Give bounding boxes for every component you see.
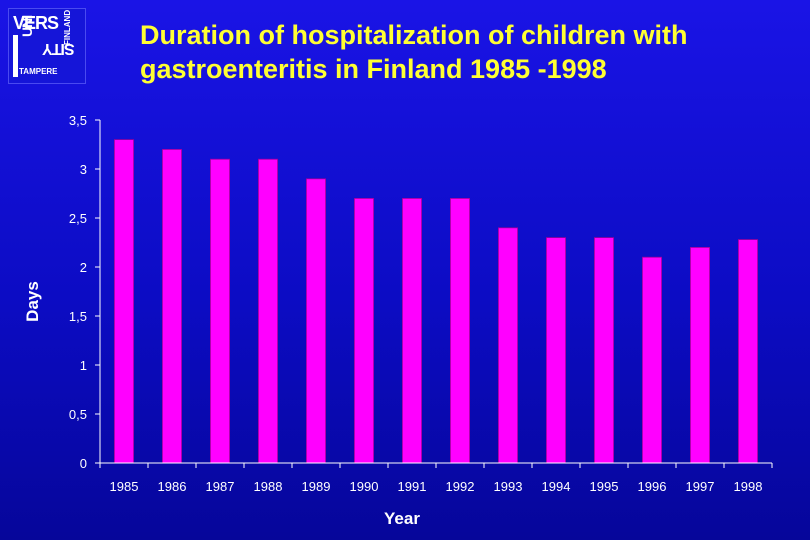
logo-text-vers: VERS bbox=[13, 13, 59, 33]
x-tick-label: 1998 bbox=[734, 479, 763, 494]
bar-1986 bbox=[161, 148, 182, 464]
y-tick-label: 2 bbox=[80, 260, 87, 275]
bar-1998 bbox=[738, 239, 759, 464]
x-tick-label: 1989 bbox=[302, 479, 331, 494]
y-axis-title: Days bbox=[23, 281, 42, 322]
x-tick-label: 1992 bbox=[446, 479, 475, 494]
x-tick-label: 1985 bbox=[110, 479, 139, 494]
y-tick-label: 3 bbox=[80, 162, 87, 177]
y-axis-ticks: 0 0,5 1 1,5 2 2,5 3 3,5 bbox=[69, 113, 100, 471]
x-tick-label: 1994 bbox=[542, 479, 571, 494]
bar-1992 bbox=[449, 197, 470, 464]
bar-1985 bbox=[114, 139, 135, 464]
bar-1995 bbox=[594, 237, 615, 464]
y-tick-label: 1,5 bbox=[69, 309, 87, 324]
x-tick-label: 1986 bbox=[158, 479, 187, 494]
y-tick-label: 2,5 bbox=[69, 211, 87, 226]
bar-series bbox=[114, 139, 759, 464]
bar-1996 bbox=[642, 256, 663, 464]
x-tick-label: 1996 bbox=[638, 479, 667, 494]
y-tick-label: 1 bbox=[80, 358, 87, 373]
bar-1993 bbox=[497, 227, 518, 464]
x-tick-label: 1988 bbox=[254, 479, 283, 494]
x-tick-label: 1987 bbox=[206, 479, 235, 494]
y-tick-label: 0 bbox=[80, 456, 87, 471]
x-tick-label: 1997 bbox=[686, 479, 715, 494]
bar-1989 bbox=[305, 178, 326, 464]
chart-title: Duration of hospitalization of children … bbox=[140, 18, 800, 86]
university-logo: VERS UNI SITY TAMPERE FINLAND bbox=[8, 8, 86, 84]
x-tick-label: 1991 bbox=[398, 479, 427, 494]
x-tick-label: 1993 bbox=[494, 479, 523, 494]
y-tick-label: 3,5 bbox=[69, 113, 87, 128]
y-tick-label: 0,5 bbox=[69, 407, 87, 422]
x-tick-label: 1990 bbox=[350, 479, 379, 494]
bar-1991 bbox=[401, 197, 422, 464]
x-axis-ticks: 1985 1986 1987 1988 1989 1990 1991 1992 1993 1994… bbox=[99, 463, 773, 494]
x-axis-title: Year bbox=[384, 509, 420, 528]
chart-title-line-2: gastroenteritis in Finland 1985 -1998 bbox=[140, 54, 607, 84]
bar-1988 bbox=[257, 158, 278, 464]
logo-bar bbox=[13, 35, 18, 77]
bar-1994 bbox=[546, 237, 567, 464]
chart-title-line-1: Duration of hospitalization of children … bbox=[140, 20, 688, 50]
x-tick-label: 1995 bbox=[590, 479, 619, 494]
bar-1987 bbox=[209, 158, 230, 464]
bar-1997 bbox=[690, 246, 711, 464]
bar-1990 bbox=[353, 197, 374, 464]
logo-text-city: TAMPERE bbox=[19, 67, 58, 76]
